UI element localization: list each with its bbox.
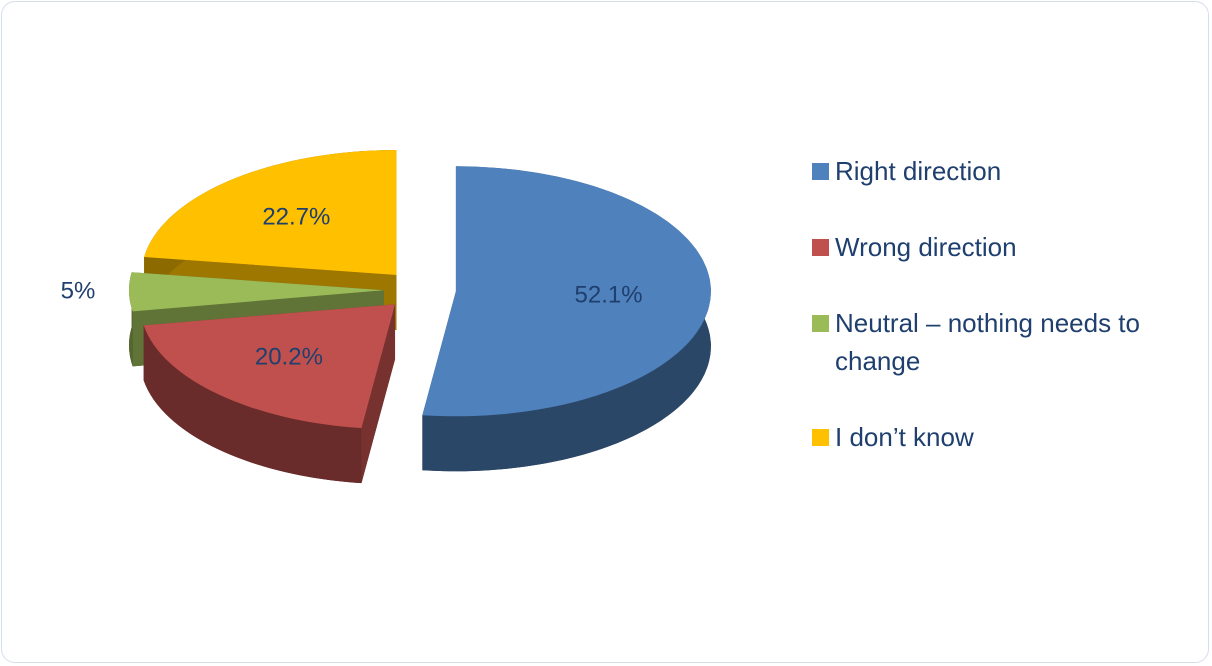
- legend-label: Neutral – nothing needs to change: [835, 308, 1140, 376]
- data-label: 52.1%: [575, 282, 643, 309]
- legend-label: Right direction: [835, 156, 1002, 186]
- pie-slice: [422, 166, 711, 472]
- slice-top: [129, 272, 385, 312]
- legend-item: Neutral – nothing needs to change: [812, 304, 1192, 380]
- legend-item: Wrong direction: [812, 228, 1192, 266]
- legend-swatch: [812, 163, 829, 180]
- slice-top: [422, 166, 711, 417]
- data-label: 5%: [61, 277, 96, 304]
- legend-swatch: [812, 315, 829, 332]
- legend-swatch: [812, 239, 829, 256]
- slice-top: [143, 304, 396, 429]
- slice-wall: [143, 325, 362, 484]
- data-label: 20.2%: [255, 344, 323, 371]
- legend-label: I don’t know: [835, 422, 974, 452]
- legend-swatch: [812, 429, 829, 446]
- data-label: 22.7%: [262, 204, 330, 231]
- slice-top: [144, 150, 397, 276]
- legend-label: Wrong direction: [835, 232, 1017, 262]
- legend: Right direction Wrong direction Neutral – …: [812, 152, 1192, 494]
- pie-slice: [143, 304, 396, 484]
- legend-item: Right direction: [812, 152, 1192, 190]
- legend-item: I don’t know: [812, 418, 1192, 456]
